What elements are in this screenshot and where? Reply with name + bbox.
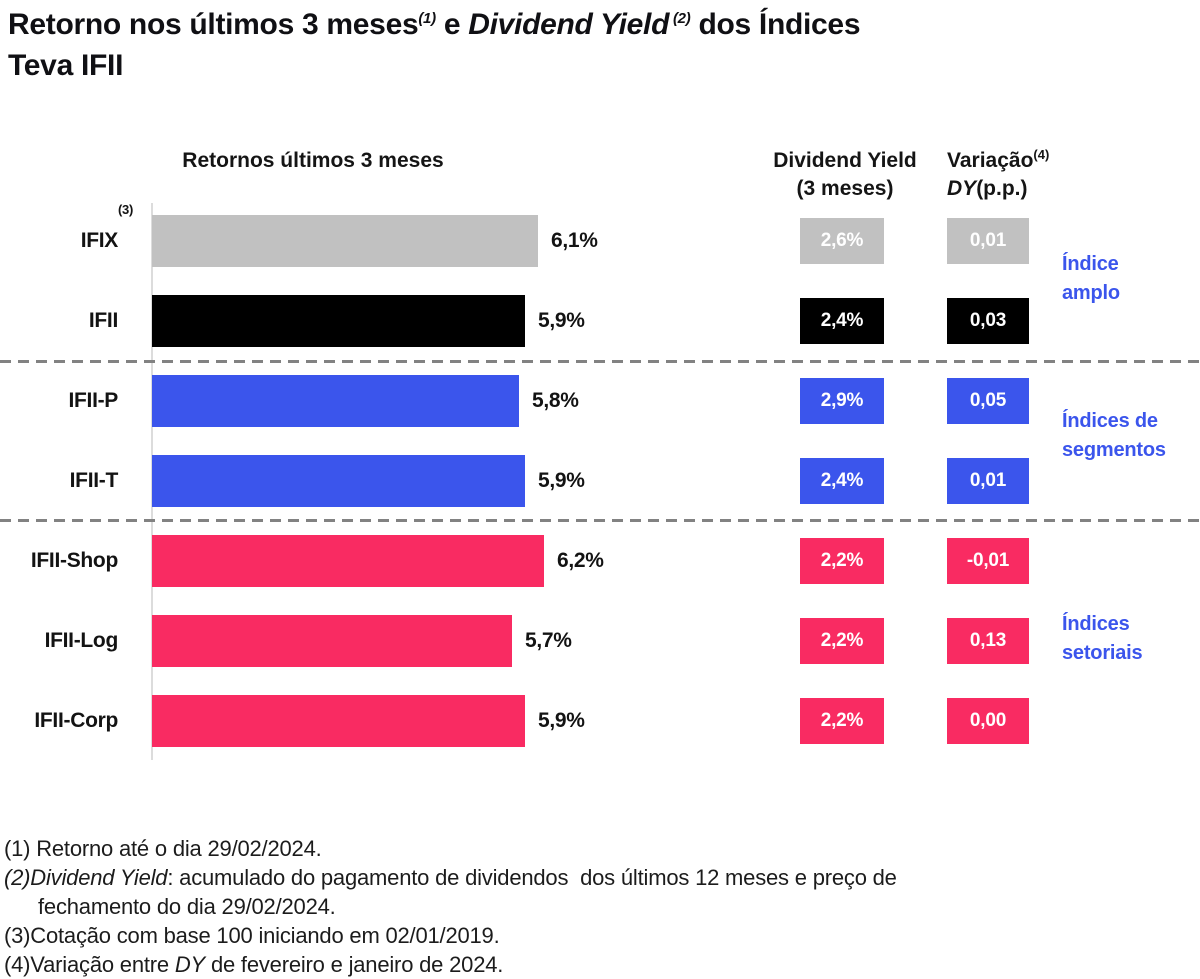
row-label-ifii-p: IFII-P bbox=[0, 375, 118, 427]
dashed-separator-broad-segments bbox=[0, 360, 1200, 363]
footnote-line: (2)Dividend Yield: acumulado do pagament… bbox=[4, 865, 897, 890]
row-label-ifii-t: IFII-T bbox=[0, 455, 119, 507]
return-bar-ifii-p bbox=[152, 375, 519, 427]
row-label-text: IFII-Corp bbox=[34, 709, 118, 732]
dividend-yield-box: 2,4% bbox=[800, 458, 884, 504]
dividend-yield-box: 2,2% bbox=[800, 618, 884, 664]
row-label-text: IFII-T bbox=[69, 469, 119, 492]
dy-variation-box: 0,01 bbox=[947, 458, 1029, 504]
footnotes: (1) Retorno até o dia 29/02/2024. (2)Divi… bbox=[4, 834, 897, 979]
dy-variation-column-header: Variação(4) DY(p.p.) bbox=[947, 147, 1087, 203]
dy-variation-box: -0,01 bbox=[947, 538, 1029, 584]
return-value-label: 5,9% bbox=[538, 309, 585, 332]
page-title-line1: Retorno nos últimos 3 meses(1) e Dividen… bbox=[8, 8, 861, 41]
dividend-yield-header-line1: Dividend Yield bbox=[773, 149, 917, 172]
dividend-yield-box: 2,2% bbox=[800, 538, 884, 584]
group-label-indices-setoriais: Índices setoriais bbox=[1062, 613, 1143, 664]
row-label-ifii-corp: IFII-Corp bbox=[0, 695, 118, 747]
footnote-line: fechamento do dia 29/02/2024. bbox=[38, 894, 336, 919]
dy-variation-box: 0,13 bbox=[947, 618, 1029, 664]
dy-variation-box: 0,03 bbox=[947, 298, 1029, 344]
group-label-indices-de-segmentos: Índices de segmentos bbox=[1062, 410, 1166, 461]
return-bar-ifix bbox=[152, 215, 538, 267]
dy-variation-header-line1: Variação(4) bbox=[947, 147, 1050, 172]
dy-variation-header-line2: DY(p.p.) bbox=[947, 177, 1028, 200]
return-bar-ifii-shop bbox=[152, 535, 544, 587]
footnote-line: (4)Variação entre DY de fevereiro e jane… bbox=[4, 952, 504, 977]
row-label-text: IFIX bbox=[80, 229, 119, 252]
return-value-label: 5,9% bbox=[538, 709, 585, 732]
dividend-yield-box: 2,6% bbox=[800, 218, 884, 264]
row-label-ifii-log: IFII-Log bbox=[0, 615, 119, 667]
dividend-yield-box: 2,2% bbox=[800, 698, 884, 744]
dy-variation-box: 0,00 bbox=[947, 698, 1029, 744]
footnote-line: (3)Cotação com base 100 iniciando em 02/… bbox=[4, 923, 500, 948]
return-value-label: 5,7% bbox=[525, 629, 572, 652]
return-value-label: 5,9% bbox=[538, 469, 585, 492]
page-title-line2: Teva IFII bbox=[8, 49, 124, 82]
group-label-indice-amplo: Índice amplo bbox=[1062, 253, 1120, 304]
dividend-yield-box: 2,9% bbox=[800, 378, 884, 424]
dividend-yield-column-header: Dividend Yield (3 meses) bbox=[768, 147, 922, 203]
return-value-label: 6,2% bbox=[557, 549, 604, 572]
row-label-text: IFII-Shop bbox=[30, 549, 118, 572]
row-label-ifix: IFIX (3) bbox=[0, 202, 134, 267]
dy-variation-box: 0,01 bbox=[947, 218, 1029, 264]
return-value-label: 5,8% bbox=[532, 389, 579, 412]
dashed-separator-segments-sectors bbox=[0, 519, 1200, 522]
page-title: Retorno nos últimos 3 meses(1) e Dividen… bbox=[8, 4, 861, 86]
returns-column-header: Retornos últimos 3 meses bbox=[182, 149, 444, 172]
row-label-superscript: (3) bbox=[118, 202, 133, 217]
return-bar-ifii bbox=[152, 295, 525, 347]
return-bar-ifii-corp bbox=[152, 695, 525, 747]
footnote-line: (1) Retorno até o dia 29/02/2024. bbox=[4, 836, 322, 861]
row-label-text: IFII bbox=[88, 309, 118, 332]
return-bar-ifii-log bbox=[152, 615, 512, 667]
row-label-ifii: IFII bbox=[0, 295, 118, 347]
row-label-text: IFII-P bbox=[68, 389, 118, 412]
dividend-yield-box: 2,4% bbox=[800, 298, 884, 344]
return-value-label: 6,1% bbox=[551, 229, 598, 252]
return-bar-ifii-t bbox=[152, 455, 525, 507]
row-label-text: IFII-Log bbox=[44, 629, 119, 652]
dividend-yield-header-line2: (3 meses) bbox=[796, 177, 894, 200]
dy-variation-box: 0,05 bbox=[947, 378, 1029, 424]
row-label-ifii-shop: IFII-Shop bbox=[0, 535, 118, 587]
